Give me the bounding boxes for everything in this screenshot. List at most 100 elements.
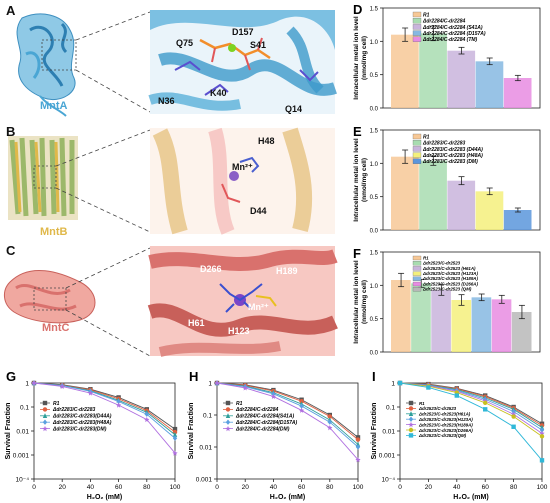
legend-entry: Δdr2284/C-dr2284 (S41A) [422, 25, 483, 31]
legend-entry: Δdr2283/C-dr2283 (D44A) [422, 147, 483, 153]
legend-entry: Δdr2284/C-dr2284(DM) [235, 426, 290, 432]
legend-entry: Δdr2523/C-dr2523 (H123A) [422, 271, 478, 276]
residue-d157: D157 [232, 27, 254, 37]
data-point [242, 385, 248, 391]
mnta-full-structure [16, 13, 77, 117]
legend-swatch [412, 146, 422, 152]
series-line [216, 382, 359, 448]
data-point [87, 390, 93, 396]
mntc-full-structure [4, 269, 96, 324]
y-tick-label: 1.5 [370, 251, 379, 257]
data-point [144, 411, 149, 417]
bar [503, 210, 532, 230]
y-axis-label: Survival Fraction [5, 403, 12, 460]
mntc-label: MntC [42, 322, 70, 334]
x-axis-label: H₂O₂ (mM) [87, 494, 122, 501]
data-point [408, 416, 414, 422]
x-tick-label: 40 [453, 484, 461, 491]
bar [419, 160, 447, 230]
data-point [42, 425, 48, 432]
y-tick-label: 0.5 [370, 317, 379, 323]
y-tick-label: 1.5 [370, 7, 379, 13]
series-line [216, 382, 359, 461]
x-tick-label: 0 [32, 484, 36, 491]
panel-b-structure [8, 127, 335, 235]
data-point [172, 435, 178, 441]
plot-frame [216, 382, 359, 480]
legend-swatch [412, 30, 422, 36]
data-point [408, 411, 414, 416]
data-point [31, 380, 37, 386]
y-tick-label: 1.0 [370, 284, 379, 290]
series-line [216, 382, 359, 440]
data-point [408, 421, 414, 428]
legend-entry: Δdr2523/C-dr2523 (H189A) [422, 276, 478, 281]
bar [391, 156, 419, 230]
legend-entry: Δdr2283/C-dr2283 [52, 407, 95, 413]
chart-d-panel-label: D [353, 2, 362, 17]
legend-entry: Δdr2523/C-dr2523 [422, 261, 461, 266]
legend-entry: R1 [236, 401, 243, 407]
data-point [327, 425, 333, 431]
legend-entry: Δdr2284/C-dr2284 [422, 19, 465, 25]
residue-mn-ion-b: Mn²⁺ [232, 162, 253, 172]
bar [503, 78, 532, 108]
data-point [355, 457, 361, 463]
bar [391, 280, 411, 352]
x-tick-label: 40 [270, 484, 278, 491]
data-point [511, 424, 516, 429]
data-point [426, 385, 431, 390]
data-point [42, 419, 48, 425]
legend-entry: Δdr2283/C-dr2283(DM) [52, 426, 107, 432]
y-tick-label: 0.5 [370, 195, 379, 201]
y-axis-label: Survival Fraction [188, 403, 195, 460]
y-tick-label: 1 [208, 381, 212, 388]
data-point [483, 407, 488, 412]
chart-i: I 1 0.1 0.01 0.001 10⁻⁴0 20 40 60 80 100 H₂O₂ (mM) S… [371, 369, 548, 501]
legend-entry: Δdr2523/C-dr2523 (D266A) [422, 281, 478, 286]
bar [419, 33, 447, 109]
y-tick-label: 0.001 [196, 477, 213, 484]
legend-entry: Δdr2283/C-dr2283(D44A) [52, 414, 112, 420]
legend-entry: Δdr2283/C-dr2283 (H48A) [422, 153, 483, 159]
y-tick-label: 0.01 [199, 445, 212, 452]
x-tick-label: 20 [59, 484, 67, 491]
y-tick-label: 0.1 [203, 413, 212, 420]
y-tick-label: 0.001 [13, 453, 30, 460]
legend-entry: Δdr2523/C-dr2523(QM) [418, 433, 467, 438]
data-point [116, 402, 122, 408]
y-axis-label: Survival Fraction [371, 403, 378, 460]
residue-h123: H123 [228, 326, 250, 336]
data-point [408, 406, 414, 411]
data-point [42, 407, 48, 412]
legend-swatch [412, 24, 422, 30]
x-tick-label: 100 [170, 484, 181, 491]
legend-swatch [412, 271, 422, 276]
data-point [299, 398, 304, 404]
mntb-full-structure [8, 136, 78, 220]
x-tick-label: 20 [425, 484, 433, 491]
mntc-binding-site-zoom [147, 246, 338, 357]
y-tick-label: 0.0 [370, 229, 379, 235]
data-point [539, 424, 545, 430]
legend-swatch [412, 276, 422, 281]
legend-entry: R1 [423, 134, 430, 140]
data-point [225, 407, 231, 412]
residue-s41: S41 [250, 40, 267, 50]
data-point [225, 419, 231, 425]
legend-entry: Δdr2523/C-dr2523(D266A) [418, 428, 473, 433]
residue-h48: H48 [258, 136, 275, 146]
data-point [355, 444, 361, 450]
legend-entry: Δdr2284/C-dr2284 (D157A) [422, 31, 486, 37]
data-point [172, 426, 178, 432]
legend-entry: R1 [423, 255, 429, 260]
x-tick-label: 20 [242, 484, 250, 491]
y-tick-label: 1 [391, 381, 395, 388]
legend-entry: R1 [423, 12, 430, 18]
chart-g-panel-label: G [6, 369, 16, 384]
legend-entry: Δdr2283/C-dr2283 (DM) [422, 159, 478, 165]
panel-c-structure [4, 246, 338, 357]
series-line [399, 382, 543, 434]
